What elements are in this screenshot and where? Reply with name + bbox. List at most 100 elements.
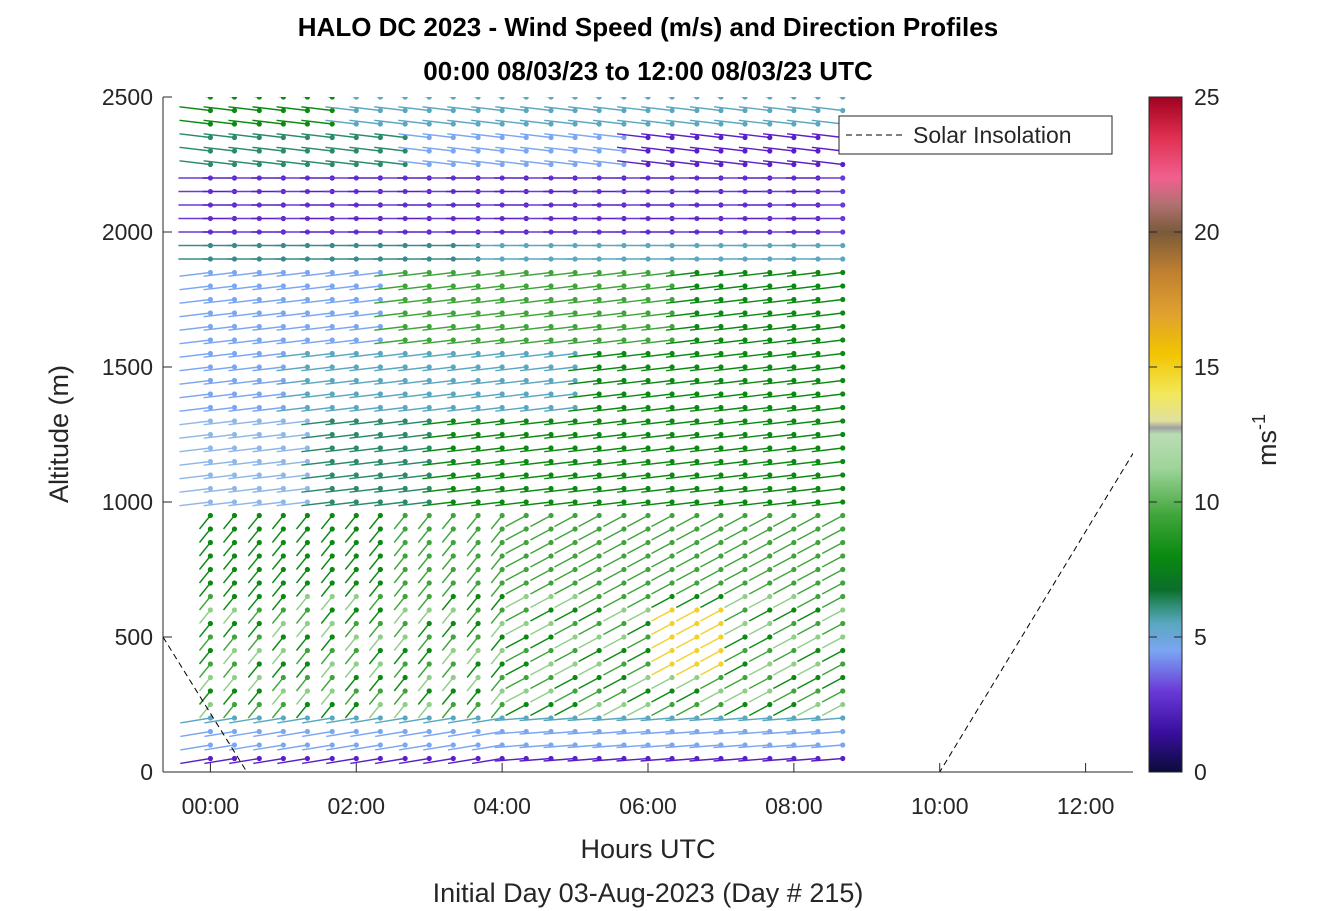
wind-barb-shaft (762, 160, 794, 166)
wind-barb-shaft (786, 501, 819, 507)
wind-barb-dot (548, 566, 554, 573)
wind-barb-shaft (567, 730, 600, 735)
wind-barb-shaft (228, 501, 260, 507)
wind-barb-dot (669, 445, 675, 451)
wind-barb-shaft (447, 298, 479, 304)
wind-barb-shaft (276, 339, 308, 345)
wind-barb-shaft (466, 555, 479, 570)
wind-barb-dot (621, 674, 627, 681)
wind-barb-dot (304, 634, 311, 640)
wind-barb-shaft (715, 97, 721, 98)
wind-barb-shaft (495, 339, 527, 345)
wind-barb-dot (523, 350, 529, 357)
wind-barb-dot (207, 701, 214, 708)
wind-barb-shaft (252, 160, 284, 166)
wind-barb-dot (256, 647, 262, 654)
wind-barb-dot (718, 404, 724, 411)
wind-barb-dot (402, 742, 408, 748)
wind-barb-dot (402, 377, 408, 384)
wind-barb-dot (329, 431, 335, 438)
wind-barb-shaft (271, 582, 284, 597)
wind-barb-shaft (398, 146, 430, 152)
wind-barb-dot (572, 391, 578, 397)
wind-barb-shaft (797, 514, 819, 528)
wind-barb-dot (621, 445, 627, 451)
wind-barb-shaft (344, 677, 357, 692)
wind-barb-dot (694, 296, 700, 303)
wind-barb-dot (523, 580, 529, 586)
wind-barb-shaft (495, 298, 527, 304)
wind-barb-dot (596, 445, 602, 451)
wind-barb-dot (572, 148, 578, 154)
wind-barb-dot (548, 634, 554, 640)
wind-barb-shaft (617, 501, 649, 507)
wind-barb-shaft (617, 487, 649, 493)
wind-barb-shaft (368, 542, 381, 557)
wind-barb-dot (207, 364, 214, 370)
wind-barb-shaft (301, 312, 333, 318)
wind-barb-shaft (811, 271, 843, 277)
wind-barb-shaft (422, 312, 454, 318)
wind-barb-dot (304, 742, 311, 748)
wind-barb-shaft (417, 609, 430, 624)
wind-barb-dot (207, 472, 214, 478)
wind-barb-shaft (554, 609, 576, 622)
wind-barb-shaft (505, 595, 527, 609)
wind-barb-shaft (641, 433, 673, 439)
wind-barb-dot (548, 661, 554, 667)
wind-barb-shaft (651, 541, 673, 555)
wind-barb-shaft (441, 542, 454, 557)
wind-barb-shaft (374, 460, 406, 466)
wind-barb-dot (669, 148, 675, 154)
wind-barb-shaft (617, 393, 649, 399)
wind-barb-dot (280, 148, 286, 154)
wind-barb-shaft (471, 487, 503, 493)
wind-barb-shaft (554, 622, 576, 636)
wind-barb-dot (231, 445, 238, 451)
wind-barb-shaft (641, 298, 673, 304)
wind-barb-shaft (554, 541, 576, 555)
wind-barb-dot (377, 458, 383, 465)
wind-barb-shaft (603, 595, 625, 609)
wind-barb-shaft (368, 636, 381, 651)
wind-barb-shaft (544, 447, 576, 453)
wind-barb-dot (645, 404, 651, 411)
wind-barb-shaft (441, 528, 454, 543)
wind-barb-shaft (578, 528, 600, 541)
wind-barb-dot (499, 404, 505, 411)
wind-barb-dot (718, 283, 724, 289)
wind-barb-shaft (393, 515, 406, 530)
wind-barb-dot (304, 97, 311, 100)
wind-barb-shaft (490, 663, 503, 678)
wind-barb-shaft (700, 636, 722, 649)
wind-barb-dot (669, 377, 675, 384)
wind-barb-shaft (368, 690, 381, 705)
wind-barb-shaft (198, 542, 211, 557)
wind-barb-dot (645, 580, 651, 586)
wind-barb-dot (377, 283, 383, 289)
wind-barb-dot (548, 97, 554, 100)
wind-barb-shaft (368, 515, 381, 530)
wind-barb-shaft (398, 379, 430, 385)
wind-barb-shaft (271, 623, 284, 638)
wind-barb-shaft (276, 352, 308, 358)
wind-barb-dot (450, 350, 456, 357)
wind-barb-dot (280, 499, 286, 505)
wind-barb-dot (450, 715, 456, 721)
wind-barb-dot (450, 418, 456, 424)
wind-barb-shaft (276, 312, 308, 318)
wind-barb-shaft (325, 474, 357, 480)
wind-barb-shaft (568, 393, 600, 399)
wind-barb-shaft (276, 271, 308, 277)
wind-barb-shaft (578, 676, 600, 690)
wind-barb-shaft (772, 649, 795, 663)
wind-barb-dot (475, 526, 481, 532)
wind-barb-shaft (247, 515, 260, 530)
wind-barb-dot (669, 701, 675, 708)
wind-barb-shaft (320, 569, 333, 584)
wind-barb-dot (694, 107, 700, 114)
wind-barb-dot (523, 418, 529, 424)
wind-barb-dot (694, 485, 700, 492)
wind-barb-dot (596, 148, 602, 154)
wind-barb-shaft (398, 744, 430, 751)
